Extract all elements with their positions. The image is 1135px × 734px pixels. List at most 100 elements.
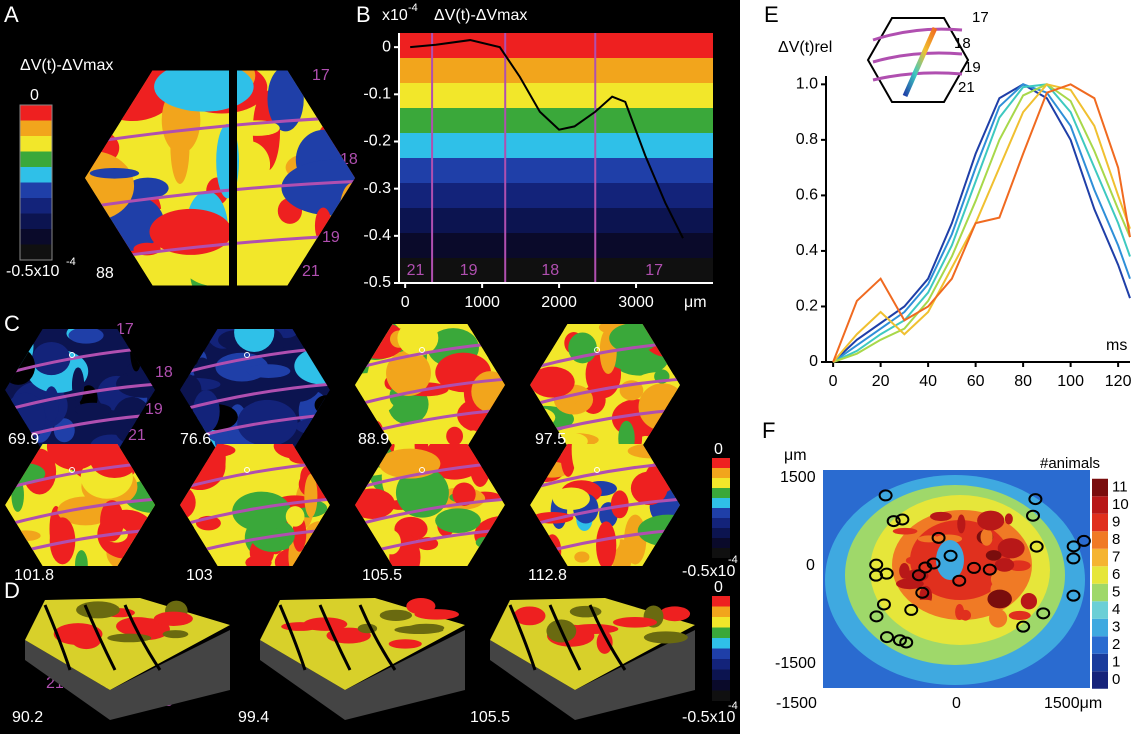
scale-band <box>712 628 730 639</box>
heatmap-blob <box>987 590 1012 609</box>
inset-area-label: 19 <box>964 59 981 76</box>
time-label: 90.2 <box>12 709 43 726</box>
multiplier: x10 <box>382 7 408 24</box>
scale-band <box>20 214 52 230</box>
scale-band <box>712 659 730 670</box>
colorbar-cell <box>1092 654 1108 672</box>
x-tick-label: 120 <box>1105 373 1132 390</box>
x-tick-label: 0 <box>829 373 838 390</box>
x-tick-label: 1000 <box>464 294 500 311</box>
scale-band <box>20 167 52 183</box>
heatmap-blob <box>906 557 918 564</box>
scale-band <box>712 680 730 691</box>
x-tick-label: 80 <box>1014 373 1032 390</box>
surface-blob <box>659 606 690 621</box>
chart-title: ΔV(t)-ΔVmax <box>434 7 527 24</box>
color-band <box>399 133 713 158</box>
scale-band <box>712 649 730 660</box>
heatmap-blob <box>893 528 918 535</box>
panel-letter: F <box>762 418 775 443</box>
activity-blob <box>596 521 616 569</box>
activity-blob <box>68 327 103 343</box>
colorbar-cell <box>1092 566 1108 584</box>
colorbar-label: 9 <box>1112 513 1120 530</box>
x-tick-label: 0 <box>952 695 961 712</box>
scale-band <box>20 183 52 199</box>
heatmap-blob <box>989 609 1007 628</box>
scale-band <box>712 596 730 607</box>
activity-blob <box>446 427 463 446</box>
scale-band <box>20 121 52 137</box>
region-label: 18 <box>541 262 559 279</box>
colorbar-cell <box>1092 514 1108 532</box>
scale-top: 0 <box>30 87 39 104</box>
activity-blob <box>553 487 590 510</box>
scale-exponent: -4 <box>728 700 738 712</box>
series-line <box>833 84 1130 362</box>
surface-blob <box>644 631 688 643</box>
panel-title: ΔV(t)-ΔVmax <box>20 57 113 74</box>
y-tick-label: -0.5 <box>363 274 391 291</box>
scale-band <box>712 538 730 548</box>
y-tick-label: 0.2 <box>796 298 818 315</box>
time-label: 97.5 <box>535 431 566 448</box>
colorbar-cell <box>1092 671 1108 689</box>
surface-blob <box>154 612 193 626</box>
area-label: 19 <box>322 229 340 246</box>
activity-blob <box>435 508 481 533</box>
heatmap-blob <box>960 610 971 621</box>
y-tick-label: 0 <box>809 353 818 370</box>
color-band <box>399 58 713 83</box>
surface-blob <box>107 634 151 643</box>
colorbar-label: 7 <box>1112 548 1120 565</box>
color-band <box>399 208 713 233</box>
region-label: 19 <box>460 262 478 279</box>
colorbar-label: 3 <box>1112 618 1120 635</box>
scale-band <box>712 691 730 702</box>
y-tick-label: -0.2 <box>363 133 391 150</box>
heatmap-blob <box>995 558 1014 572</box>
inset-area-label: 21 <box>958 79 975 96</box>
colorbar-cell <box>1092 479 1108 497</box>
heatmap-blob <box>1021 593 1037 609</box>
activity-blob <box>44 386 59 422</box>
map-divider <box>229 68 237 288</box>
color-band <box>399 233 713 258</box>
legend-title: #animals <box>1040 455 1100 472</box>
scale-band <box>712 508 730 518</box>
series-line <box>833 84 1130 362</box>
y-tick-label: -1500 <box>775 655 816 672</box>
multiplier-exponent: -4 <box>408 2 418 14</box>
scale-band <box>20 229 52 245</box>
surface-blob <box>76 601 120 618</box>
colorbar-cell <box>1092 619 1108 637</box>
area-label: 17 <box>312 67 330 84</box>
colorbar-label: 6 <box>1112 566 1120 583</box>
heatmap-blob <box>981 528 993 545</box>
x-tick-label: 60 <box>967 373 985 390</box>
colorbar-label: 8 <box>1112 531 1120 548</box>
heatmap-blob <box>930 512 952 521</box>
time-label: 88 <box>96 265 114 282</box>
x-tick-label: 0 <box>401 294 410 311</box>
activity-blob <box>574 551 589 562</box>
x-axis-label: ms <box>1106 337 1127 354</box>
color-band <box>399 33 713 58</box>
scale-band <box>712 488 730 498</box>
figure: A ΔV(t)-ΔVmax 0 -0.5x10 -4 88 17 18 19 2… <box>0 0 1135 734</box>
inset-area-label: 18 <box>954 35 971 52</box>
scale-band <box>712 670 730 681</box>
colorbar-label: 10 <box>1112 496 1129 513</box>
colorbar-cell <box>1092 531 1108 549</box>
surface-blob <box>570 606 602 618</box>
scale-band <box>712 458 730 468</box>
colorbar-label: 1 <box>1112 653 1120 670</box>
scale-band <box>712 498 730 508</box>
colorbar-label: 4 <box>1112 601 1120 618</box>
series-line <box>833 84 1130 362</box>
x-tick-label: -1500 <box>776 695 817 712</box>
colorbar-cell <box>1092 601 1108 619</box>
scale-band <box>712 607 730 618</box>
activity-blob <box>247 364 291 378</box>
time-label: 105.5 <box>362 567 402 584</box>
